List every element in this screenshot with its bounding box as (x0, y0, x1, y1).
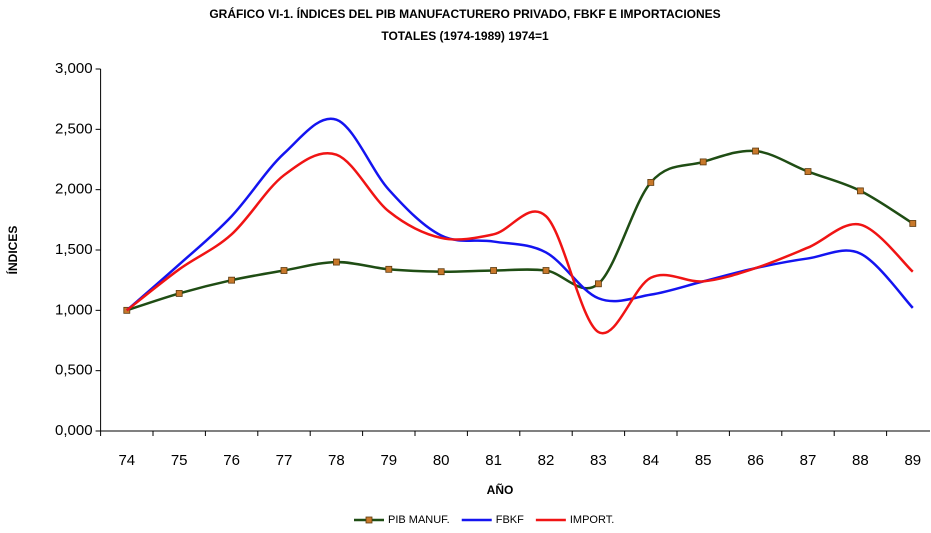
point-marker (909, 220, 917, 227)
point-marker (437, 268, 445, 276)
x-tick-label: 87 (800, 452, 817, 469)
legend-marker (365, 516, 373, 524)
y-tick-label: 2,500 (55, 120, 93, 137)
chart-title: GRÁFICO VI-1. ÍNDICES DEL PIB MANUFACTUR… (209, 6, 720, 21)
x-tick-label: 88 (852, 452, 869, 469)
y-tick-label: 3,000 (55, 60, 93, 77)
point-marker (228, 276, 236, 284)
x-tick-label: 89 (904, 452, 921, 469)
x-tick-label: 76 (223, 452, 240, 469)
x-axis-label: AÑO (487, 482, 514, 497)
point-marker (332, 258, 340, 266)
series-line (126, 152, 914, 335)
legend-label: PIB MANUF. (388, 514, 450, 526)
point-marker (647, 179, 655, 186)
x-tick-label: 77 (276, 452, 293, 469)
point-marker (699, 158, 707, 166)
x-tick-label: 78 (328, 452, 345, 469)
x-tick-label: 85 (695, 452, 712, 469)
series-line (125, 117, 914, 312)
x-tick-label: 84 (642, 452, 659, 469)
x-tick-label: 75 (171, 452, 188, 469)
chart-title: TOTALES (1974-1989) 1974=1 (381, 29, 549, 43)
y-tick-label: 0,000 (55, 422, 93, 439)
y-tick-label: 2,000 (55, 181, 93, 198)
point-marker (385, 265, 393, 273)
x-tick-label: 80 (433, 452, 450, 469)
point-marker (752, 147, 759, 155)
x-tick-label: 74 (118, 452, 135, 469)
x-tick-label: 79 (380, 452, 397, 469)
y-tick-label: 1,000 (55, 301, 93, 318)
legend-label: IMPORT. (570, 514, 614, 526)
x-tick-label: 86 (747, 452, 764, 469)
y-axis-label: ÍNDICES (5, 226, 20, 275)
y-tick-label: 0,500 (55, 362, 93, 379)
x-tick-label: 82 (538, 452, 555, 469)
x-tick-label: 83 (590, 452, 607, 469)
legend-label: FBKF (496, 514, 524, 526)
series-line (126, 149, 914, 312)
point-marker (175, 290, 183, 297)
point-marker (595, 280, 602, 288)
point-marker (542, 267, 550, 274)
x-tick-label: 81 (485, 452, 502, 469)
point-marker (804, 168, 812, 175)
point-marker (280, 267, 288, 274)
y-tick-label: 1,500 (55, 241, 93, 258)
point-marker (490, 267, 498, 274)
point-marker (857, 187, 864, 195)
